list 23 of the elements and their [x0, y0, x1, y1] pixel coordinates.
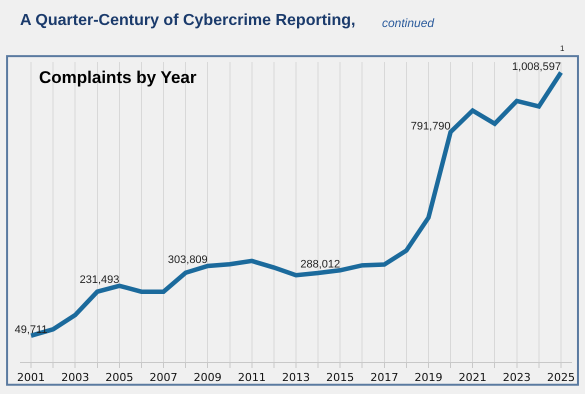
- data-label: 288,012: [300, 258, 340, 271]
- x-tick-label: 2023: [502, 371, 531, 384]
- x-tick-label: 2009: [194, 371, 222, 384]
- x-tick-label: 2013: [282, 371, 310, 384]
- x-tick-label: 2011: [238, 371, 266, 384]
- x-tick-label: 2003: [61, 371, 90, 384]
- annotation: Complaints by Year: [39, 68, 197, 87]
- data-label: 791,790: [410, 120, 451, 132]
- x-tick-label: 2015: [326, 371, 354, 384]
- data-label: 231,493: [80, 274, 120, 286]
- x-tick-label: 2021: [458, 371, 487, 384]
- x-tick-label: 2001: [17, 371, 46, 384]
- data-label: 1,008,597: [512, 60, 561, 73]
- x-tick-label: 2025: [546, 371, 575, 384]
- chart-title: A Quarter-Century of Cybercrime Reporting,: [20, 12, 356, 29]
- text: 1: [560, 44, 565, 53]
- x-tick-label: 2017: [370, 371, 398, 384]
- data-label: 303,809: [168, 254, 208, 266]
- chart-subtitle: continued: [382, 16, 434, 30]
- x-tick-label: 2005: [105, 371, 134, 384]
- x-tick-label: 2019: [414, 371, 442, 384]
- x-tick-label: 2007: [150, 371, 178, 384]
- data-label: 49,711: [14, 324, 48, 336]
